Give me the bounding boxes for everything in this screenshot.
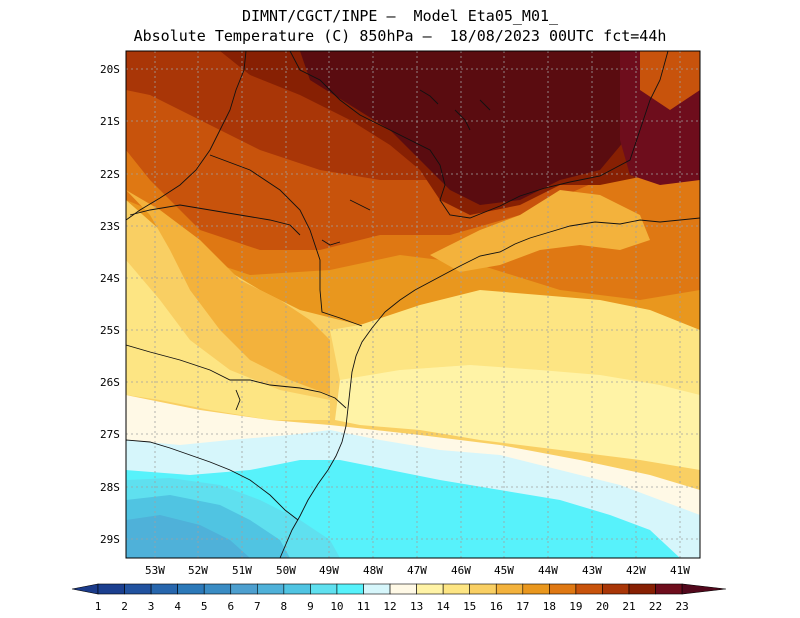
colorbar-swatch [655, 583, 683, 595]
colorbar-label: 18 [543, 600, 556, 613]
lat-label-27s: 27S [100, 428, 120, 441]
title-line-2: Absolute Temperature (C) 850hPa – 18/08/… [133, 27, 667, 45]
lon-label-52w: 52W [188, 564, 208, 577]
colorbar-label: 6 [227, 600, 234, 613]
colorbar-swatch [336, 583, 364, 595]
longitude-labels: 53W 52W 51W 50W 49W 48W 47W 46W 45W 44W … [145, 564, 690, 577]
colorbar-label: 20 [596, 600, 609, 613]
lon-label-41w: 41W [670, 564, 690, 577]
colorbar-swatch [256, 583, 285, 595]
lat-label-28s: 28S [100, 481, 120, 494]
temperature-field [126, 51, 700, 558]
coastline-and-borders [126, 51, 700, 558]
lon-label-43w: 43W [582, 564, 602, 577]
colorbar-swatch [549, 583, 577, 595]
colorbar-label: 5 [201, 600, 208, 613]
colorbar-max-arrow [681, 583, 727, 595]
colorbar-label: 3 [148, 600, 155, 613]
lon-label-48w: 48W [363, 564, 383, 577]
colorbar-label: 1 [95, 600, 102, 613]
colorbar-label: 2 [121, 600, 128, 613]
latitude-labels: 20S 21S 22S 23S 24S 25S 26S 27S 28S 29S [100, 63, 120, 546]
colorbar-label: 15 [463, 600, 476, 613]
colorbar-label: 19 [569, 600, 582, 613]
colorbar-label: 17 [516, 600, 529, 613]
lat-label-29s: 29S [100, 533, 120, 546]
lon-label-45w: 45W [494, 564, 514, 577]
lat-label-26s: 26S [100, 376, 120, 389]
colorbar-min-arrow [71, 583, 99, 595]
lon-label-47w: 47W [407, 564, 427, 577]
lat-label-25s: 25S [100, 324, 120, 337]
colorbar-swatch [602, 583, 630, 595]
title-line-1: DIMNT/CGCT/INPE – Model Eta05_M01_ [241, 7, 559, 25]
colorbar-swatch [97, 583, 125, 595]
colorbar-label: 16 [490, 600, 503, 613]
colorbar-label: 8 [281, 600, 288, 613]
colorbar-swatch [177, 583, 205, 595]
lon-label-42w: 42W [626, 564, 646, 577]
colorbar-swatch [442, 583, 470, 595]
colorbar-swatch [310, 583, 338, 595]
colorbar-label: 22 [649, 600, 662, 613]
lon-label-49w: 49W [319, 564, 339, 577]
lon-label-53w: 53W [145, 564, 165, 577]
lat-label-22s: 22S [100, 168, 120, 181]
colorbar-swatch [575, 583, 603, 595]
lat-label-20s: 20S [100, 63, 120, 76]
colorbar-swatch [522, 583, 550, 595]
map-gridlines [126, 51, 700, 558]
colorbar-label: 9 [307, 600, 314, 613]
colorbar-swatch [124, 583, 152, 595]
colorbar-swatch [230, 583, 258, 595]
lon-label-44w: 44W [538, 564, 558, 577]
colorbar-swatch [416, 583, 444, 595]
colorbar-swatch [495, 583, 524, 595]
colorbar-swatch [363, 583, 391, 595]
lat-label-21s: 21S [100, 115, 120, 128]
colorbar-label: 7 [254, 600, 261, 613]
colorbar-label: 10 [330, 600, 343, 613]
colorbar-label: 13 [410, 600, 423, 613]
colorbar: 1 2 3 4 5 6 7 8 9 10 11 12 13 14 15 16 17 18 19 20 21 22 23 [71, 583, 727, 613]
colorbar-swatch [469, 583, 497, 595]
colorbar-swatch [628, 583, 656, 595]
colorbar-swatch [389, 583, 417, 595]
colorbar-swatch [203, 583, 232, 595]
colorbar-swatch [150, 583, 178, 595]
lon-label-50w: 50W [276, 564, 296, 577]
colorbar-label: 12 [383, 600, 396, 613]
colorbar-label: 23 [675, 600, 688, 613]
lat-label-23s: 23S [100, 220, 120, 233]
colorbar-label: 4 [174, 600, 181, 613]
map-frame [125, 50, 701, 559]
lat-label-24s: 24S [100, 272, 120, 285]
lon-label-46w: 46W [451, 564, 471, 577]
colorbar-swatch [283, 583, 311, 595]
colorbar-label: 14 [437, 600, 451, 613]
lon-label-51w: 51W [232, 564, 252, 577]
colorbar-label: 11 [357, 600, 370, 613]
colorbar-label: 21 [622, 600, 635, 613]
